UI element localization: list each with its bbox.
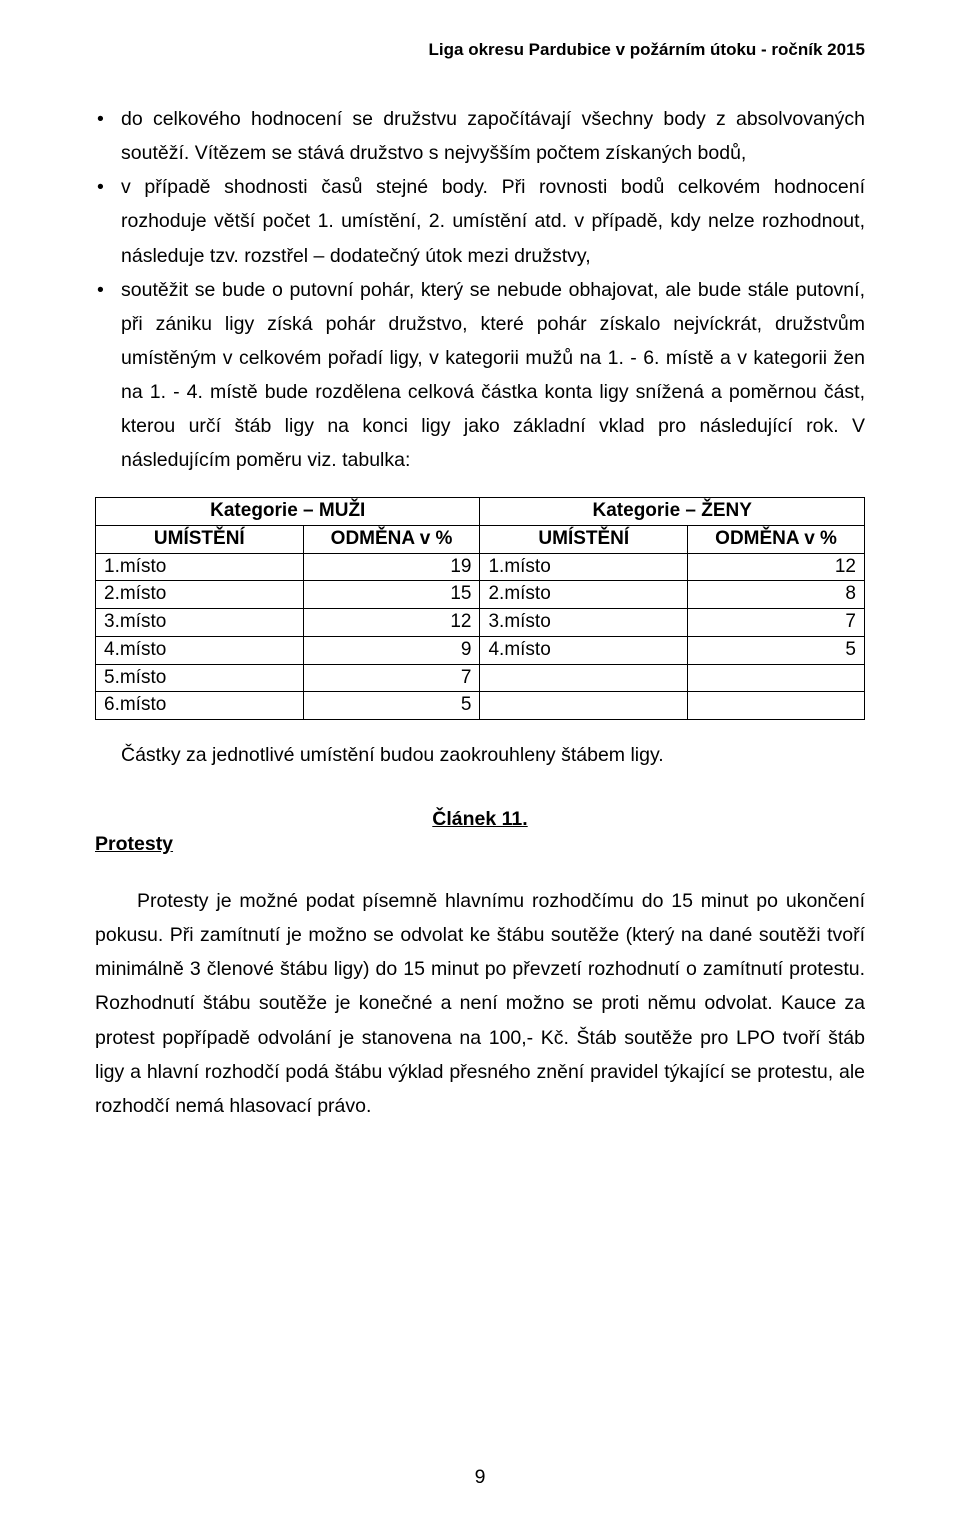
col-header-pct: ODMĚNA v % <box>688 526 865 554</box>
bullet-list: do celkového hodnocení se družstvu započ… <box>95 102 865 477</box>
cell-pct: 5 <box>303 692 480 720</box>
table-row: 2.místo 15 2.místo 8 <box>96 581 865 609</box>
page-number: 9 <box>0 1466 960 1489</box>
table-row: 1.místo 19 1.místo 12 <box>96 553 865 581</box>
cell-place <box>480 664 688 692</box>
table-header-women: Kategorie – ŽENY <box>480 498 865 526</box>
table-header-men: Kategorie – MUŽI <box>96 498 480 526</box>
reward-table: Kategorie – MUŽI Kategorie – ŽENY UMÍSTĚ… <box>95 497 865 720</box>
cell-place <box>480 692 688 720</box>
cell-pct <box>688 692 865 720</box>
document-page: Liga okresu Pardubice v požárním útoku -… <box>0 0 960 1521</box>
cell-place: 4.místo <box>480 636 688 664</box>
cell-place: 3.místo <box>96 609 304 637</box>
cell-place: 2.místo <box>96 581 304 609</box>
cell-place: 1.místo <box>480 553 688 581</box>
cell-pct: 7 <box>688 609 865 637</box>
cell-pct: 7 <box>303 664 480 692</box>
cell-pct: 15 <box>303 581 480 609</box>
article-number: Článek 11. <box>95 808 865 831</box>
table-row: 5.místo 7 <box>96 664 865 692</box>
table-row: UMÍSTĚNÍ ODMĚNA v % UMÍSTĚNÍ ODMĚNA v % <box>96 526 865 554</box>
cell-pct: 12 <box>303 609 480 637</box>
cell-place: 5.místo <box>96 664 304 692</box>
table-row: Kategorie – MUŽI Kategorie – ŽENY <box>96 498 865 526</box>
col-header-place: UMÍSTĚNÍ <box>480 526 688 554</box>
running-header: Liga okresu Pardubice v požárním útoku -… <box>95 40 865 60</box>
col-header-pct: ODMĚNA v % <box>303 526 480 554</box>
bullet-item: v případě shodnosti časů stejné body. Př… <box>121 170 865 272</box>
cell-place: 1.místo <box>96 553 304 581</box>
cell-place: 6.místo <box>96 692 304 720</box>
col-header-place: UMÍSTĚNÍ <box>96 526 304 554</box>
after-table-note: Částky za jednotlivé umístění budou zaok… <box>121 738 865 772</box>
cell-place: 2.místo <box>480 581 688 609</box>
section-title: Protesty <box>95 833 865 856</box>
cell-pct: 12 <box>688 553 865 581</box>
table-row: 4.místo 9 4.místo 5 <box>96 636 865 664</box>
cell-place: 4.místo <box>96 636 304 664</box>
table-row: 3.místo 12 3.místo 7 <box>96 609 865 637</box>
bullet-item: do celkového hodnocení se družstvu započ… <box>121 102 865 170</box>
cell-place: 3.místo <box>480 609 688 637</box>
cell-pct: 8 <box>688 581 865 609</box>
article-body: Protesty je možné podat písemně hlavnímu… <box>95 884 865 1123</box>
bullet-item: soutěžit se bude o putovní pohár, který … <box>121 273 865 478</box>
table-row: 6.místo 5 <box>96 692 865 720</box>
cell-pct: 5 <box>688 636 865 664</box>
cell-pct: 9 <box>303 636 480 664</box>
cell-pct <box>688 664 865 692</box>
cell-pct: 19 <box>303 553 480 581</box>
